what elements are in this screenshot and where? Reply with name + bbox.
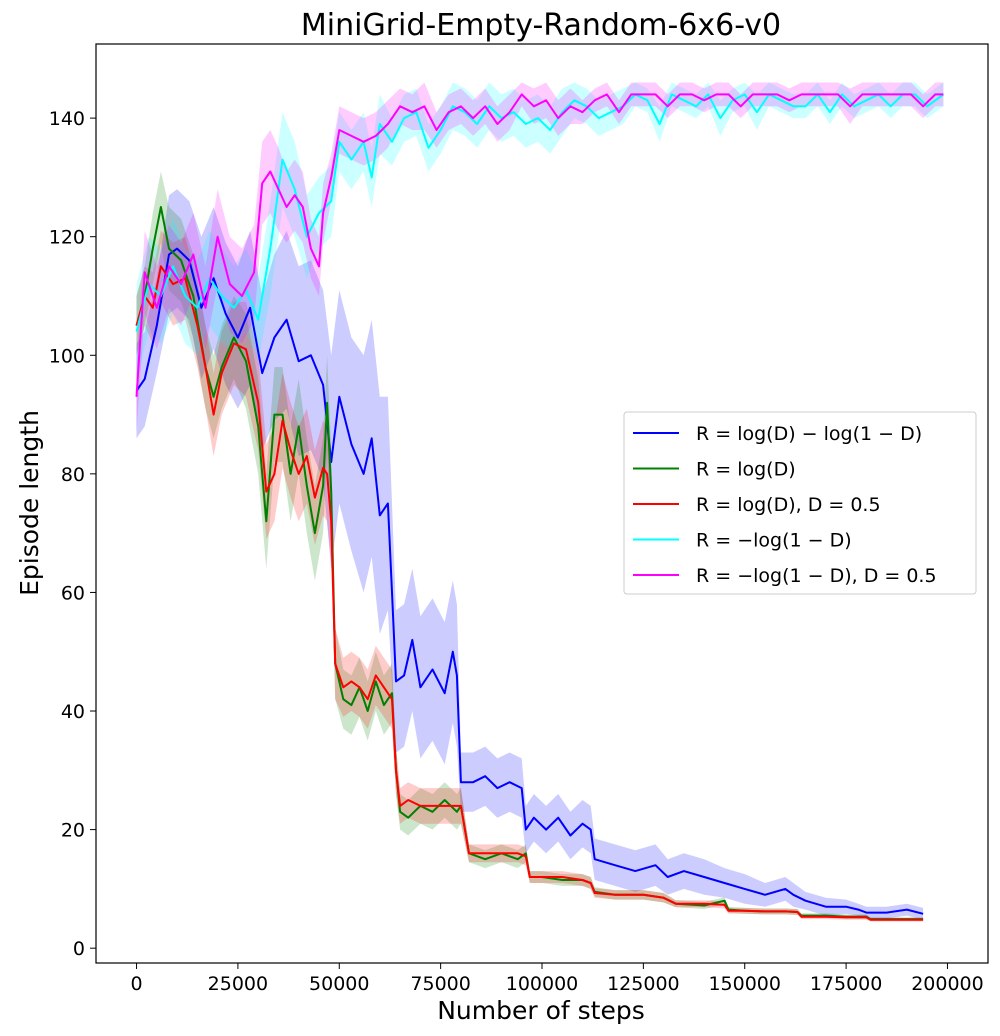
x-tick-label: 150000 bbox=[708, 973, 781, 995]
y-axis-ticks: 0 20 40 60 80 100 120 140 bbox=[49, 108, 96, 960]
y-tick-label: 120 bbox=[49, 227, 85, 249]
x-tick-label: 200000 bbox=[911, 973, 984, 995]
legend-label: R = −log(1 − D), D = 0.5 bbox=[696, 565, 937, 587]
y-axis-label: Episode length bbox=[15, 410, 44, 596]
chart-title: MiniGrid-Empty-Random-6x6-v0 bbox=[301, 8, 781, 43]
x-tick-label: 175000 bbox=[810, 973, 883, 995]
legend-box bbox=[623, 411, 977, 595]
x-tick-label: 125000 bbox=[607, 973, 680, 995]
series-line-4 bbox=[135, 93, 944, 332]
series-lines bbox=[135, 93, 944, 921]
series-line-5 bbox=[135, 93, 944, 397]
y-tick-label: 80 bbox=[61, 464, 85, 486]
x-axis-ticks: 0 25000 50000 75000 100000 125000 150000 175000… bbox=[130, 963, 984, 995]
y-tick-label: 40 bbox=[61, 701, 85, 723]
legend-label: R = log(D), D = 0.5 bbox=[696, 494, 881, 516]
y-tick-label: 60 bbox=[61, 582, 85, 604]
x-tick-label: 0 bbox=[130, 973, 142, 995]
series-line-1 bbox=[135, 247, 924, 915]
x-axis-label: Number of steps bbox=[437, 996, 645, 1025]
x-tick-label: 100000 bbox=[506, 973, 579, 995]
y-tick-label: 20 bbox=[61, 820, 85, 842]
x-tick-label: 75000 bbox=[410, 973, 470, 995]
y-tick-label: 100 bbox=[49, 345, 85, 367]
legend: R = log(D) − log(1 − D) R = log(D) R = log… bbox=[623, 411, 977, 595]
legend-label: R = log(D) − log(1 − D) bbox=[696, 423, 922, 445]
legend-label: R = −log(1 − D) bbox=[696, 530, 852, 552]
series-band-1 bbox=[136, 189, 924, 920]
x-tick-label: 25000 bbox=[208, 973, 268, 995]
series-line-3 bbox=[135, 265, 924, 921]
y-tick-label: 0 bbox=[73, 938, 85, 960]
x-tick-label: 50000 bbox=[309, 973, 369, 995]
y-tick-label: 140 bbox=[49, 108, 85, 130]
legend-label: R = log(D) bbox=[696, 459, 796, 481]
